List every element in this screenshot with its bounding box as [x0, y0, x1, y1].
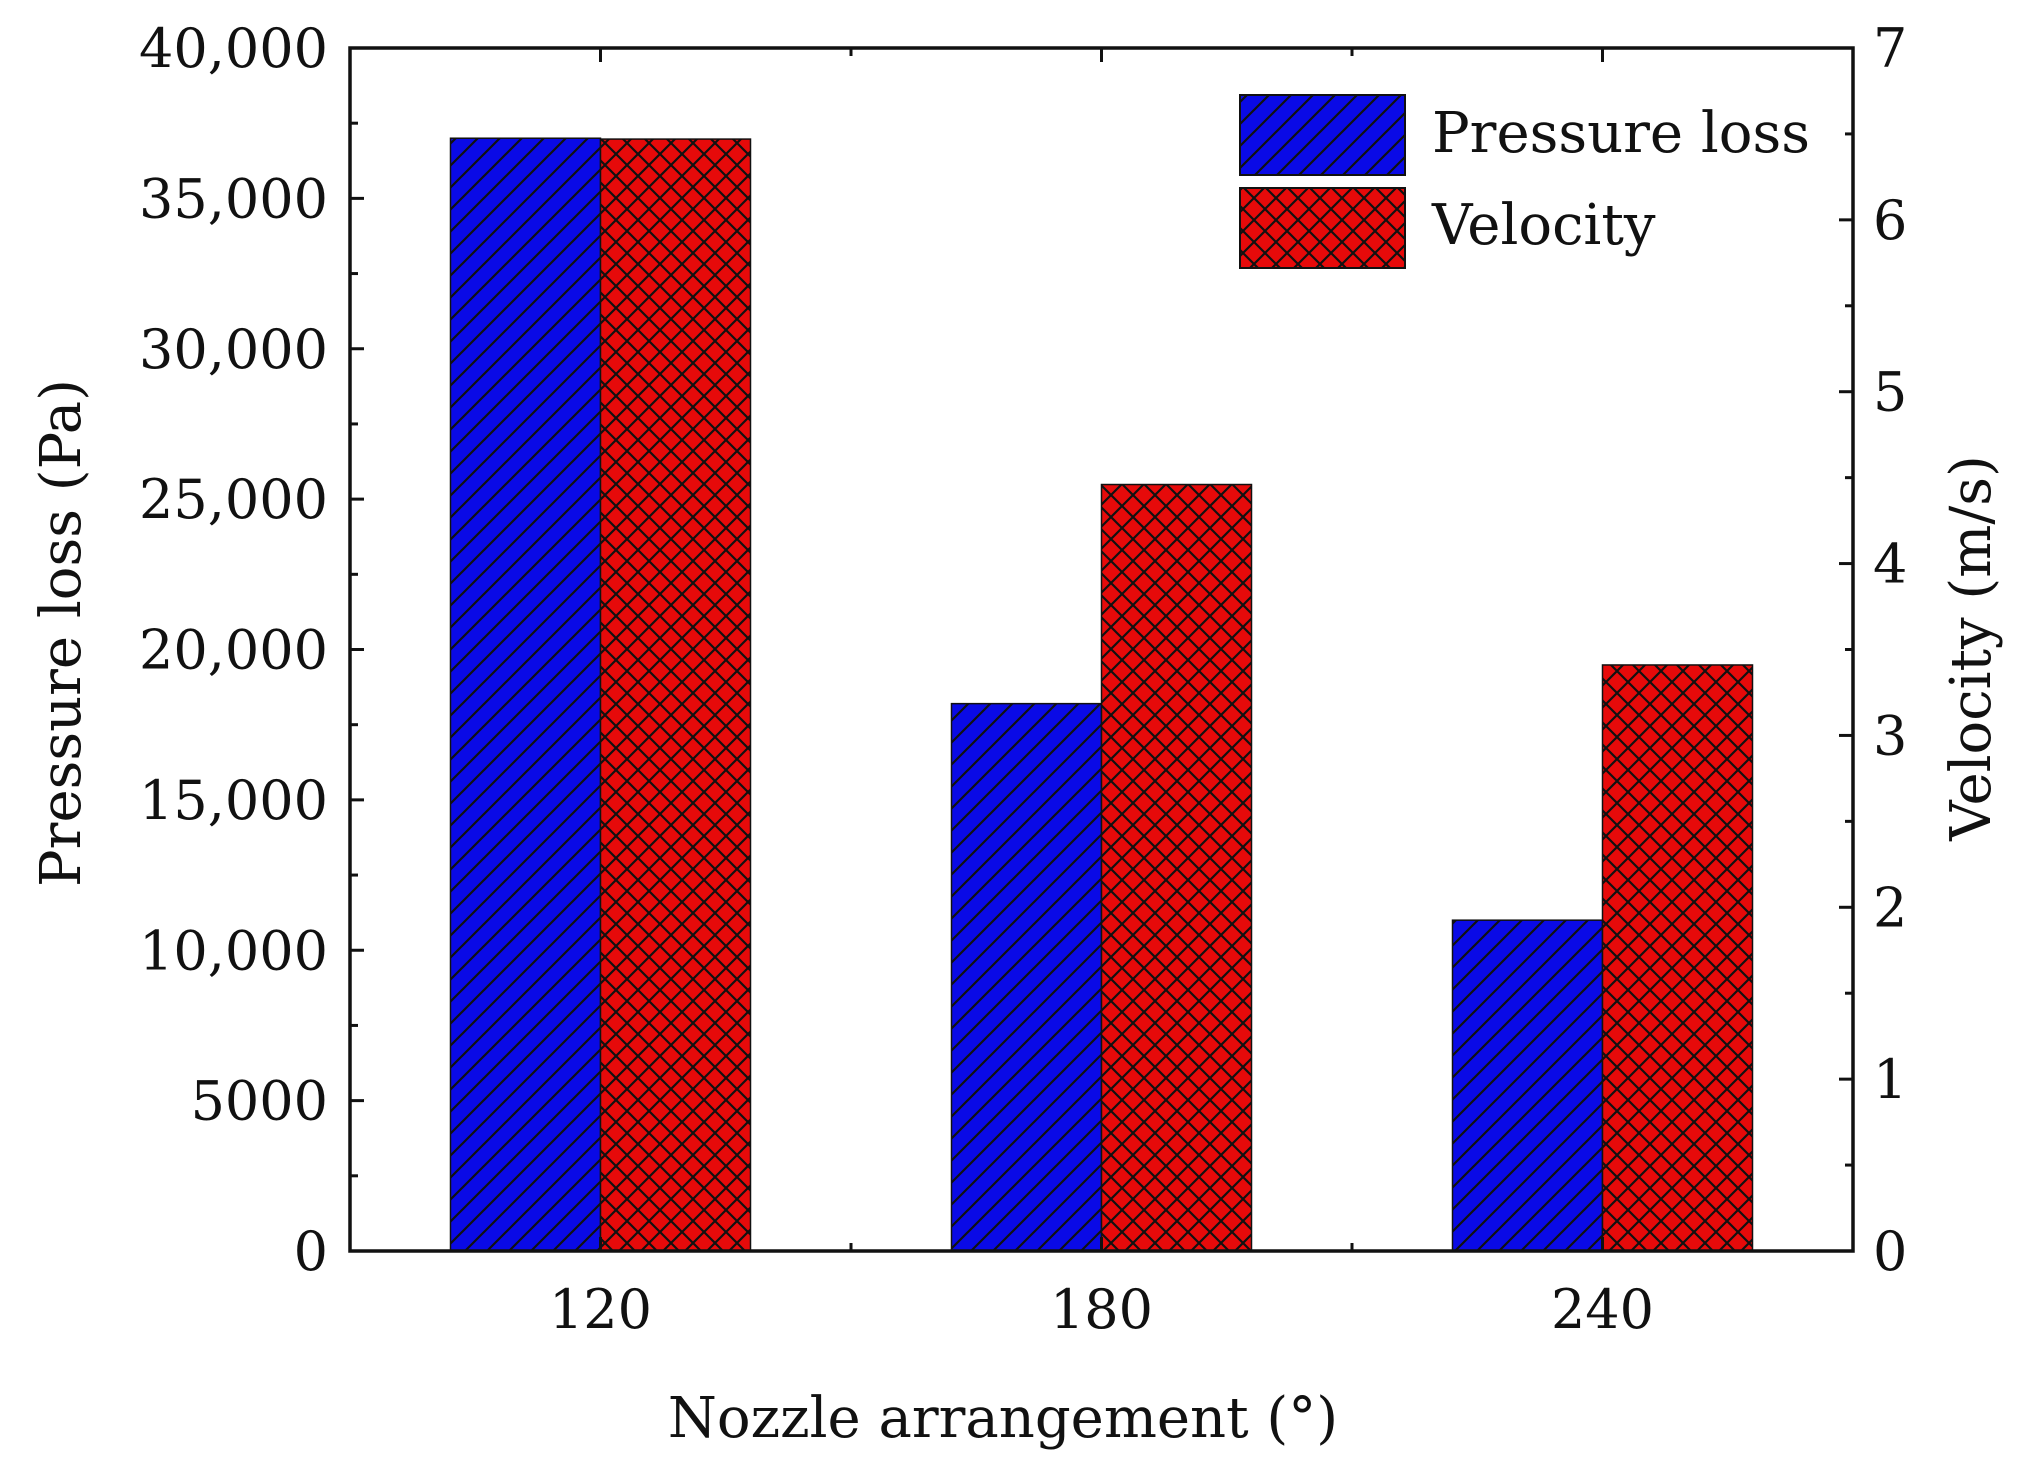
- y2-tick-label: 7: [1873, 17, 1907, 80]
- y-tick-label: 40,000: [139, 17, 328, 80]
- legend-swatch-velocity: [1239, 187, 1406, 269]
- legend-label-pressure-loss: Pressure loss: [1432, 101, 1810, 166]
- y2-tick-label: 5: [1873, 361, 1907, 424]
- y-tick-label: 0: [294, 1220, 328, 1283]
- x-axis-title: Nozzle arrangement (°): [668, 1386, 1338, 1451]
- bars-group: [449, 137, 1754, 1252]
- y-axis-title: Pressure loss (Pa): [29, 379, 94, 887]
- y-tick-label: 20,000: [139, 619, 328, 682]
- y2-tick-label: 2: [1873, 876, 1907, 939]
- bar-pressure-loss-120: [449, 137, 602, 1252]
- x-tick-label: 240: [1551, 1278, 1654, 1341]
- y2-tick-label: 3: [1873, 704, 1907, 767]
- y2-tick-label: 4: [1873, 533, 1907, 596]
- y-tick-label: 25,000: [139, 468, 328, 531]
- x-tick-label: 120: [549, 1278, 652, 1341]
- y2-tick-label: 1: [1873, 1048, 1907, 1111]
- bar-velocity-240: [1601, 664, 1754, 1252]
- bar-pressure-loss-240: [1451, 919, 1604, 1252]
- legend-swatch-pressure-loss: [1239, 94, 1406, 176]
- y2-tick-label: 0: [1873, 1220, 1907, 1283]
- y-tick-label: 10,000: [139, 919, 328, 982]
- bar-velocity-180: [1100, 483, 1253, 1252]
- y2-tick-label: 6: [1873, 189, 1907, 252]
- bar-velocity-120: [599, 138, 752, 1252]
- y-tick-label: 30,000: [139, 318, 328, 381]
- y2-axis-title: Velocity (m/s): [1939, 455, 2004, 842]
- y-tick-label: 5000: [191, 1070, 328, 1133]
- x-tick-label: 180: [1050, 1278, 1153, 1341]
- legend-label-velocity: Velocity: [1431, 193, 1656, 258]
- bar-pressure-loss-180: [950, 702, 1103, 1252]
- y-tick-label: 35,000: [139, 167, 328, 230]
- y-tick-label: 15,000: [139, 769, 328, 832]
- legend: Pressure loss Velocity: [1239, 94, 1810, 269]
- ticks-group: 0 5000 10,000 15,000 20,000 25,000 30,000 35,00…: [139, 17, 1907, 1341]
